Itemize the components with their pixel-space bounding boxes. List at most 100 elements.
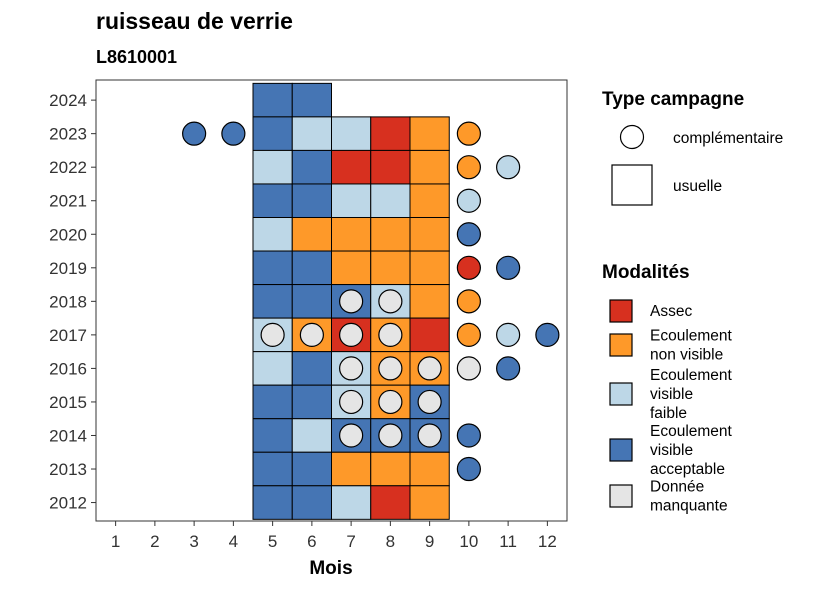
tile-2012-8 bbox=[370, 485, 411, 520]
y-tick-label: 2012 bbox=[49, 494, 87, 513]
point-2016-10 bbox=[456, 356, 481, 381]
legend-key-manquante bbox=[609, 484, 633, 508]
tile-2020-9 bbox=[409, 216, 450, 252]
legend-label-acceptable: Ecoulement bbox=[650, 423, 733, 440]
point-2015-8 bbox=[378, 389, 403, 415]
point-2022-11 bbox=[496, 155, 521, 180]
tile-2012-9 bbox=[409, 485, 450, 520]
point-2023-10 bbox=[456, 121, 481, 146]
point-2019-10 bbox=[456, 255, 481, 280]
legend-key-assec bbox=[609, 299, 633, 323]
tile-2013-9 bbox=[409, 451, 450, 487]
x-tick-label: 9 bbox=[425, 532, 434, 551]
tile-2019-8 bbox=[370, 250, 411, 286]
point-2022-10 bbox=[456, 155, 481, 180]
legend-key-nonvisible bbox=[609, 333, 633, 357]
tile-2014-6 bbox=[291, 418, 332, 453]
x-tick-label: 3 bbox=[189, 532, 198, 551]
y-tick-label: 2022 bbox=[49, 158, 87, 177]
tile-2015-6 bbox=[291, 384, 332, 420]
tile-2024-6 bbox=[291, 82, 332, 118]
y-tick-label: 2019 bbox=[49, 259, 87, 278]
tile-2022-9 bbox=[409, 149, 450, 185]
tile-2019-7 bbox=[331, 250, 372, 286]
tile-2019-9 bbox=[409, 250, 450, 286]
x-tick-label: 11 bbox=[499, 532, 517, 551]
y-tick-label: 2013 bbox=[49, 460, 87, 479]
tile-2014-5 bbox=[252, 418, 293, 453]
point-2023-3 bbox=[182, 121, 207, 146]
point-2017-12 bbox=[535, 322, 560, 347]
legend-label-acceptable: visible bbox=[650, 442, 693, 459]
tile-2016-5 bbox=[252, 351, 293, 386]
point-2016-8 bbox=[378, 356, 403, 381]
tile-2023-5 bbox=[252, 116, 293, 151]
tile-2012-6 bbox=[291, 485, 332, 520]
x-tick-label: 6 bbox=[307, 532, 316, 551]
legend-shape-title: Type campagne bbox=[602, 89, 744, 110]
point-2021-10 bbox=[456, 188, 481, 213]
tile-2019-6 bbox=[291, 250, 332, 286]
point-2016-9 bbox=[417, 356, 442, 381]
x-tick-label: 10 bbox=[459, 532, 478, 551]
x-tick-label: 2 bbox=[150, 532, 159, 551]
y-tick-label: 2018 bbox=[49, 292, 87, 311]
point-2016-7 bbox=[339, 356, 364, 381]
point-2019-11 bbox=[496, 255, 521, 280]
legend: Type campagne complémentaire usuelle Mod… bbox=[602, 89, 783, 515]
tile-2022-7 bbox=[331, 149, 372, 185]
points-layer bbox=[95, 79, 568, 522]
tile-2012-7 bbox=[331, 485, 372, 520]
x-tick-label: 4 bbox=[229, 532, 238, 551]
y-tick-label: 2024 bbox=[49, 91, 87, 110]
legend-label-assec: Assec bbox=[650, 303, 692, 320]
point-2014-9 bbox=[417, 423, 442, 448]
chart-title: ruisseau de verrie bbox=[96, 8, 293, 34]
point-2015-9 bbox=[417, 389, 442, 415]
point-2014-10 bbox=[456, 423, 481, 448]
legend-square-key bbox=[611, 164, 653, 206]
tile-2020-5 bbox=[252, 216, 293, 252]
tile-2023-9 bbox=[409, 116, 450, 151]
y-tick-label: 2015 bbox=[49, 393, 87, 412]
y-tick-label: 2023 bbox=[49, 125, 87, 144]
tile-2015-5 bbox=[252, 384, 293, 420]
x-tick-label: 8 bbox=[386, 532, 395, 551]
tile-2020-6 bbox=[291, 216, 332, 252]
tile-2023-6 bbox=[291, 116, 332, 151]
tile-2021-7 bbox=[331, 183, 372, 218]
x-axis-title: Mois bbox=[309, 558, 352, 579]
plot-border bbox=[95, 79, 568, 522]
tile-2018-6 bbox=[291, 284, 332, 319]
chart-subtitle: L8610001 bbox=[96, 47, 177, 67]
point-2017-7 bbox=[339, 322, 364, 347]
legend-label-acceptable: acceptable bbox=[650, 461, 725, 478]
tile-2013-8 bbox=[370, 451, 411, 487]
tile-2023-7 bbox=[331, 116, 372, 151]
legend-modalities: Assec Ecoulement non visible Ecoulement visi… bbox=[609, 299, 733, 515]
tile-2022-8 bbox=[370, 149, 411, 185]
point-2017-8 bbox=[378, 322, 403, 347]
tile-2024-5 bbox=[252, 82, 293, 118]
point-2016-11 bbox=[496, 356, 521, 381]
tile-2023-8 bbox=[370, 116, 411, 151]
point-2017-10 bbox=[456, 322, 481, 347]
tile-2018-9 bbox=[409, 284, 450, 319]
point-2020-10 bbox=[456, 222, 481, 247]
legend-key-faible bbox=[609, 382, 633, 406]
point-2023-4 bbox=[221, 121, 246, 146]
tile-2019-5 bbox=[252, 250, 293, 286]
x-tick-label: 12 bbox=[538, 532, 557, 551]
tile-2020-8 bbox=[370, 216, 411, 252]
legend-label-faible: Ecoulement bbox=[650, 367, 733, 384]
tile-2018-5 bbox=[252, 284, 293, 319]
tile-2021-6 bbox=[291, 183, 332, 218]
legend-label-manquante: manquante bbox=[650, 498, 728, 515]
tile-2021-8 bbox=[370, 183, 411, 218]
legend-shape-label-usuelle: usuelle bbox=[673, 178, 722, 195]
tile-2012-5 bbox=[252, 485, 293, 520]
tile-2021-9 bbox=[409, 183, 450, 218]
tile-2013-5 bbox=[252, 451, 293, 487]
y-tick-label: 2017 bbox=[49, 326, 87, 345]
